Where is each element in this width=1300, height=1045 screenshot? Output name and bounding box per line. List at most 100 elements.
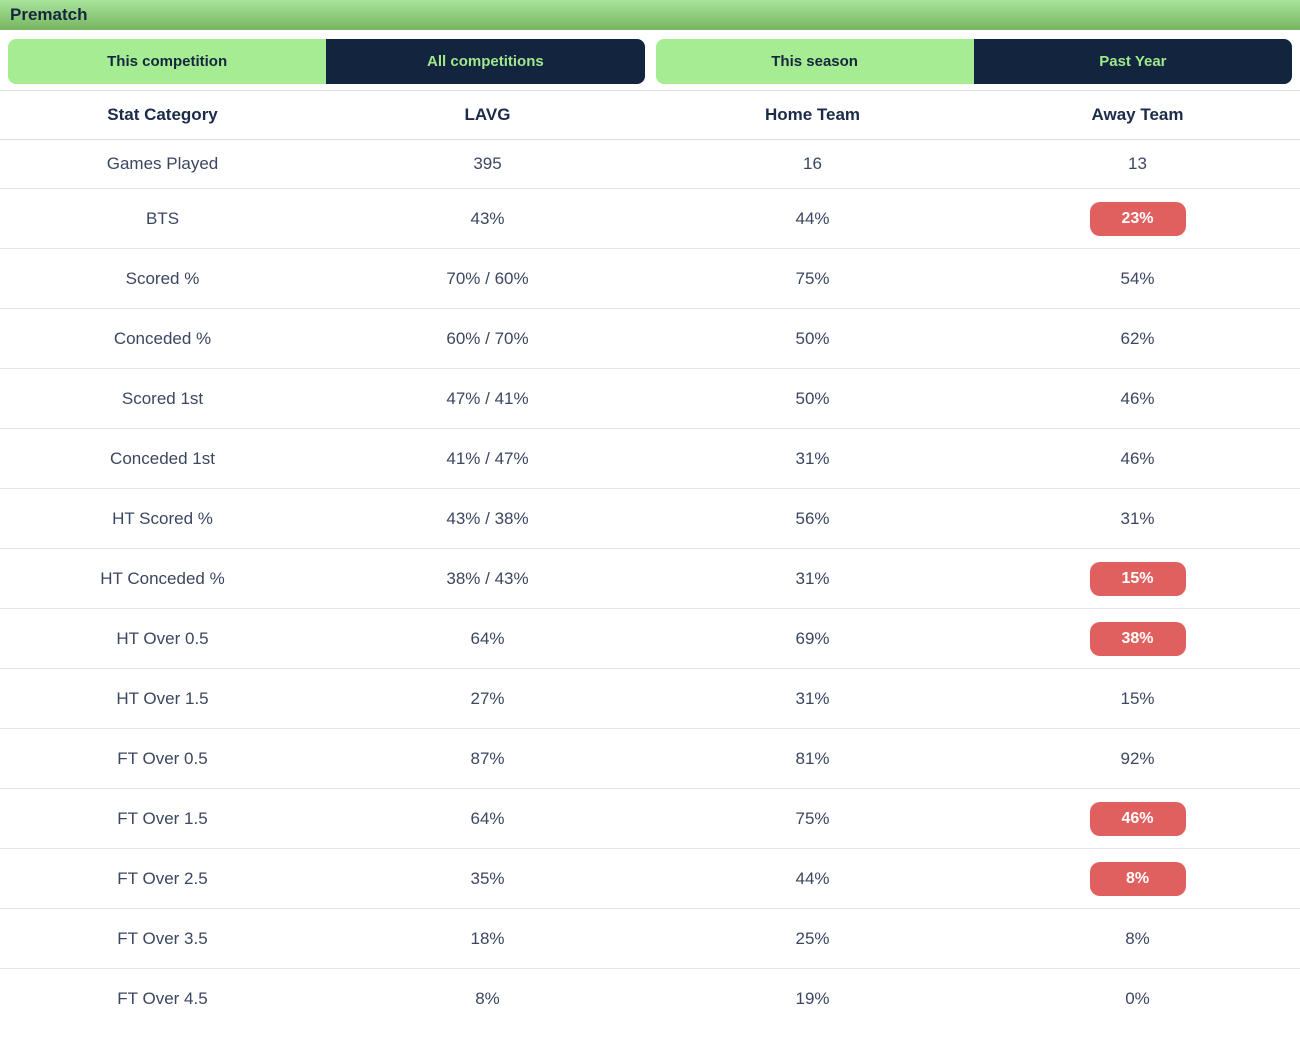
away-team-cell: 62% [975,329,1300,349]
home-team-cell: 31% [650,689,975,709]
home-team-value: 31% [795,568,830,588]
lavg-cell: 18% [325,929,650,949]
table-row: FT Over 1.5 64% 75% 46% [0,789,1300,849]
stat-category-cell: HT Conceded % [0,569,325,589]
stat-category-cell: HT Scored % [0,509,325,529]
stat-category-value: FT Over 0.5 [117,748,208,768]
lavg-cell: 64% [325,629,650,649]
stat-category-cell: FT Over 1.5 [0,809,325,829]
away-team-cell: 46% [975,801,1300,836]
away-team-cell: 54% [975,269,1300,289]
home-team-value: 31% [795,688,830,708]
table-row: BTS 43% 44% 23% [0,189,1300,249]
filter-toggles: This competition All competitions This s… [8,39,1292,84]
lavg-cell: 8% [325,989,650,1009]
table-row: FT Over 3.5 18% 25% 8% [0,909,1300,969]
stat-category-value: HT Over 1.5 [116,688,209,708]
stat-category-value: HT Scored % [112,508,213,528]
table-row: HT Conceded % 38% / 43% 31% 15% [0,549,1300,609]
toggle-this-season[interactable]: This season [655,39,974,84]
lavg-cell: 70% / 60% [325,269,650,289]
stat-category-value: Scored % [125,268,200,288]
lavg-value: 70% / 60% [446,268,529,288]
lavg-value: 43% / 38% [446,508,529,528]
stat-category-cell: Games Played [0,154,325,174]
stat-category-cell: BTS [0,209,325,229]
stat-category-value: HT Conceded % [100,568,225,588]
home-team-cell: 44% [650,869,975,889]
home-team-value: 81% [795,748,830,768]
stat-category-value: FT Over 1.5 [117,808,208,828]
column-header-away-team: Away Team [1091,105,1184,124]
home-team-value: 25% [795,928,830,948]
lavg-value: 64% [470,628,505,648]
table-row: Scored 1st 47% / 41% 50% 46% [0,369,1300,429]
stat-category-cell: FT Over 2.5 [0,869,325,889]
column-header-stat-category: Stat Category [107,105,218,124]
home-team-cell: 56% [650,509,975,529]
away-team-cell: 8% [975,929,1300,949]
page-title: Prematch [10,5,88,24]
stat-category-cell: Scored % [0,269,325,289]
home-team-cell: 31% [650,449,975,469]
away-team-value: 13 [1128,154,1147,173]
table-header-row: Stat Category LAVG Home Team Away Team [0,91,1300,140]
stat-category-value: FT Over 2.5 [117,868,208,888]
competition-toggle-group: This competition All competitions [8,39,645,84]
lavg-cell: 38% / 43% [325,569,650,589]
stat-category-cell: Conceded 1st [0,449,325,469]
home-team-cell: 16 [650,154,975,174]
away-team-cell: 8% [975,861,1300,896]
stat-category-value: Games Played [106,154,219,173]
home-team-cell: 69% [650,629,975,649]
home-team-value: 50% [795,388,830,408]
lavg-cell: 395 [325,154,650,174]
home-team-value: 69% [795,628,830,648]
lavg-value: 8% [475,989,500,1008]
away-team-value: 92% [1120,748,1155,768]
stat-category-value: HT Over 0.5 [116,628,209,648]
away-team-value: 54% [1120,268,1155,288]
away-team-cell: 38% [975,621,1300,656]
away-team-value-badge: 46% [1089,801,1186,836]
lavg-value: 18% [470,928,505,948]
toggle-past-year[interactable]: Past Year [973,39,1292,84]
away-team-cell: 46% [975,389,1300,409]
stat-category-cell: FT Over 3.5 [0,929,325,949]
home-team-cell: 50% [650,329,975,349]
away-team-cell: 31% [975,509,1300,529]
away-team-value: 31% [1120,508,1155,528]
away-team-cell: 46% [975,449,1300,469]
away-team-cell: 0% [975,989,1300,1009]
lavg-cell: 60% / 70% [325,329,650,349]
home-team-cell: 75% [650,269,975,289]
away-team-value: 8% [1125,928,1150,948]
away-team-value-badge: 8% [1089,861,1186,896]
table-row: FT Over 0.5 87% 81% 92% [0,729,1300,789]
home-team-cell: 50% [650,389,975,409]
lavg-cell: 43% [325,209,650,229]
table-row: Games Played 395 16 13 [0,140,1300,189]
stat-category-value: Conceded % [113,328,212,348]
stat-category-value: Scored 1st [121,388,204,408]
home-team-cell: 19% [650,989,975,1009]
away-team-cell: 92% [975,749,1300,769]
lavg-cell: 64% [325,809,650,829]
lavg-cell: 41% / 47% [325,449,650,469]
toggle-all-competitions[interactable]: All competitions [326,39,645,84]
table-row: HT Over 0.5 64% 69% 38% [0,609,1300,669]
table-row: HT Over 1.5 27% 31% 15% [0,669,1300,729]
toggle-this-competition[interactable]: This competition [8,39,327,84]
table-row: FT Over 2.5 35% 44% 8% [0,849,1300,909]
table-row: Scored % 70% / 60% 75% 54% [0,249,1300,309]
stat-category-cell: FT Over 0.5 [0,749,325,769]
column-header-home-team: Home Team [764,105,861,124]
away-team-value-badge: 23% [1089,201,1186,236]
lavg-value: 43% [470,208,505,228]
away-team-cell: 15% [975,689,1300,709]
lavg-value: 35% [470,868,505,888]
away-team-cell: 15% [975,561,1300,596]
lavg-value: 47% / 41% [446,388,529,408]
away-team-value: 46% [1120,388,1155,408]
home-team-value: 44% [795,208,830,228]
